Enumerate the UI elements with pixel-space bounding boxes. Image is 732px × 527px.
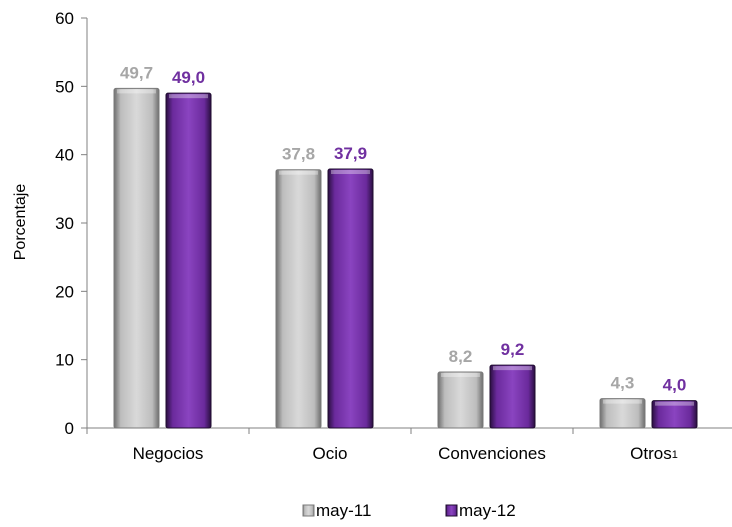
x-category-label: Convenciones — [438, 444, 546, 463]
legend-label-may-12: may-12 — [459, 501, 516, 520]
data-label-may-12-ocio: 37,9 — [334, 144, 367, 163]
footnote-marker: 1 — [672, 449, 678, 461]
bar-may-12-ocio — [327, 168, 374, 429]
bar-bevel — [279, 170, 318, 175]
data-label-may-12-convenciones: 9,2 — [501, 340, 525, 359]
data-label-may-11-otros: 4,3 — [611, 374, 635, 393]
bar-may-11-negocios — [113, 87, 160, 429]
bar-bevel — [117, 89, 156, 94]
data-label-may-12-otros: 4,0 — [663, 376, 687, 395]
bar-bevel — [331, 170, 370, 175]
data-label-may-11-negocios: 49,7 — [120, 63, 153, 82]
y-axis-title: Porcentaje — [12, 184, 29, 261]
data-label-may-11-convenciones: 8,2 — [449, 347, 473, 366]
y-tick-label: 10 — [55, 351, 74, 370]
bar-may-11-convenciones — [437, 371, 484, 429]
bar-may-11-otros — [599, 398, 646, 429]
bar-bevel — [169, 94, 208, 99]
y-tick-label: 20 — [55, 282, 74, 301]
bar-bevel — [655, 401, 694, 406]
bar-may-12-otros — [651, 400, 698, 429]
y-tick-label: 40 — [55, 146, 74, 165]
x-category-label: Otros1 — [630, 444, 678, 463]
legend-swatch-may-11 — [302, 504, 315, 517]
plot-area: 0 10 20 30 40 50 60 49,7 49,0 Negocios 37,8 37,9 Oci… — [55, 9, 732, 463]
data-label-may-12-negocios: 49,0 — [172, 68, 205, 87]
legend-swatch-may-12 — [445, 504, 458, 517]
bar-may-12-negocios — [165, 92, 212, 429]
x-category-label: Ocio — [313, 444, 348, 463]
x-category-label: Negocios — [133, 444, 204, 463]
y-tick-label: 50 — [55, 77, 74, 96]
bar-bevel — [603, 399, 642, 404]
legend-label-may-11: may-11 — [316, 501, 371, 520]
data-label-may-11-ocio: 37,8 — [282, 145, 315, 164]
bar-bevel — [493, 366, 532, 371]
bar-may-11-ocio — [275, 169, 322, 429]
y-tick-label: 60 — [55, 9, 74, 28]
y-tick-label: 30 — [55, 214, 74, 233]
legend: may-11 may-12 — [302, 501, 516, 520]
bar-bevel — [441, 372, 480, 377]
bar-may-12-convenciones — [489, 364, 536, 429]
y-tick-label: 0 — [65, 419, 74, 438]
